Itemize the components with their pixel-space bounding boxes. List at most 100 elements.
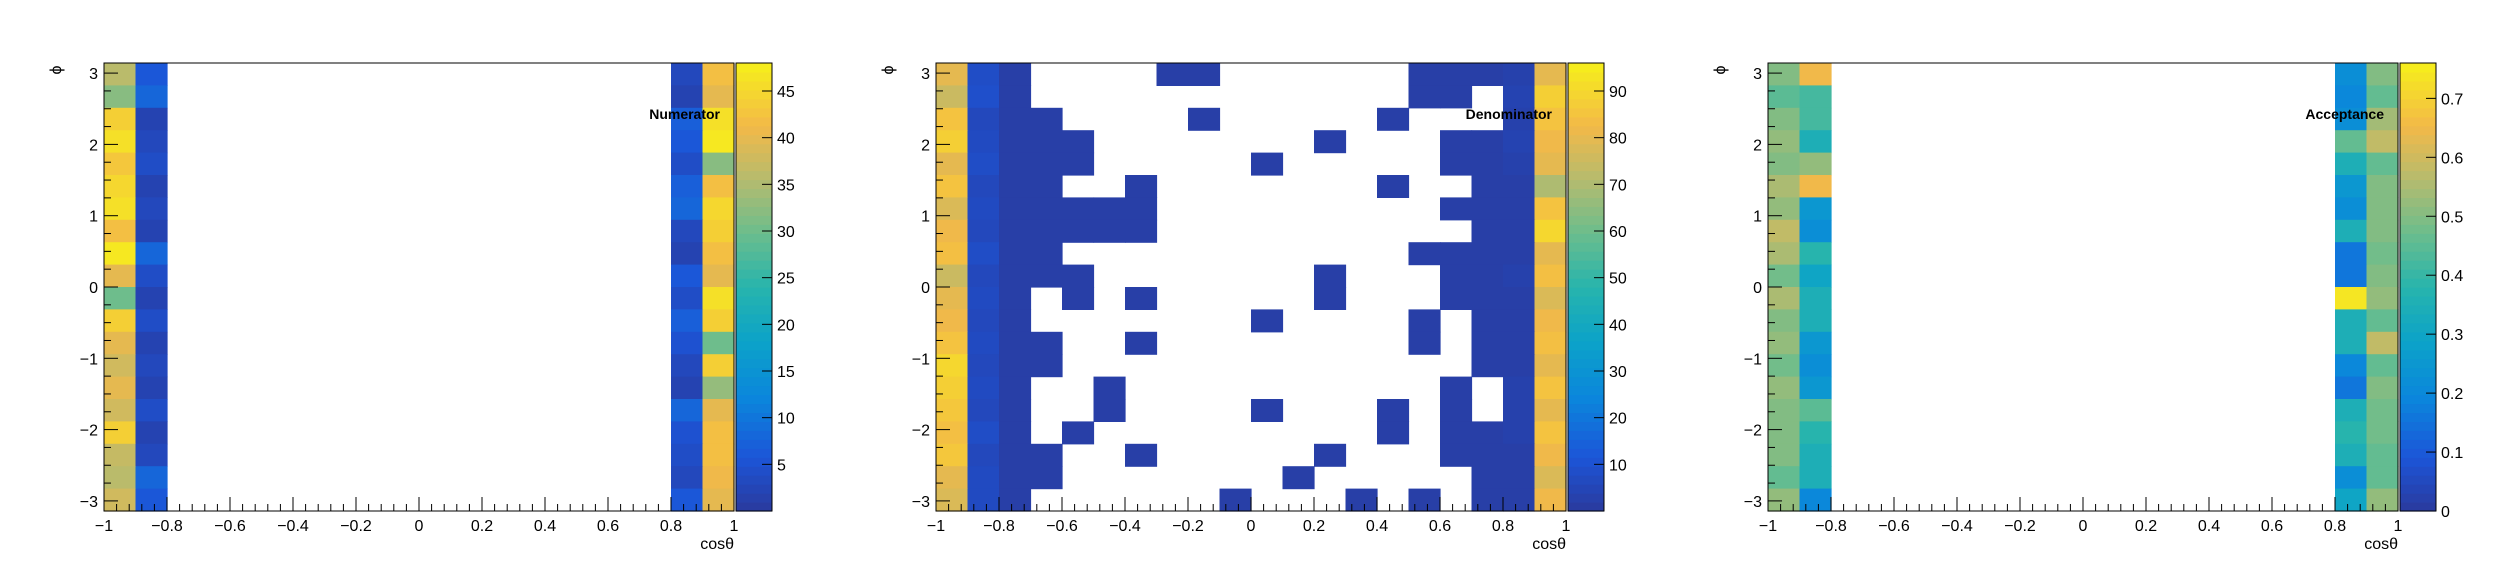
heatmap-cell <box>702 376 735 400</box>
heatmap-cell <box>1503 130 1536 154</box>
heatmap-cell <box>1471 242 1504 266</box>
heatmap-cell <box>1534 197 1567 221</box>
heatmap-cell <box>1768 130 1801 154</box>
heatmap-cell <box>967 443 1000 467</box>
heatmap-cell <box>1188 63 1221 86</box>
heatmap-cell <box>999 242 1032 266</box>
heatmap-cell <box>702 488 735 512</box>
heatmap-cell <box>1768 152 1801 176</box>
heatmap-cell <box>999 309 1032 333</box>
heatmap-cell <box>1030 443 1063 467</box>
heatmap-cell <box>1030 354 1063 378</box>
heatmap-cell <box>999 197 1032 221</box>
colorbar-segment <box>2400 493 2436 503</box>
colorbar-segment <box>1568 260 1604 270</box>
heatmap-cell <box>999 63 1032 86</box>
colorbar-segment <box>736 71 772 82</box>
heatmap-cell <box>999 287 1032 310</box>
colorbar-tick-label: 30 <box>777 224 795 241</box>
colorbar-segment <box>2400 161 2436 172</box>
heatmap-cell <box>1534 264 1567 288</box>
x-tick-label: −0.4 <box>277 518 309 535</box>
colorbar-segment <box>736 251 772 261</box>
heatmap-cell <box>936 152 969 176</box>
heatmap-cell <box>702 197 735 221</box>
colorbar-tick-label: 10 <box>1609 457 1627 474</box>
heatmap-cell <box>104 376 137 400</box>
heatmap-cell <box>936 287 969 310</box>
heatmap-cell <box>671 376 704 400</box>
colorbar-segment <box>1568 251 1604 261</box>
colorbar-tick-label: 30 <box>1609 364 1627 381</box>
heatmap-cell <box>2335 219 2368 243</box>
y-tick-label: 1 <box>89 209 98 226</box>
heatmap-cell <box>1471 219 1504 243</box>
heatmap-cell <box>1030 219 1063 243</box>
heatmap-cell <box>1799 466 1832 490</box>
colorbar-segment <box>2400 143 2436 154</box>
colorbar-segment <box>1568 170 1604 181</box>
heatmap-cell <box>1768 421 1801 445</box>
colorbar-segment <box>736 161 772 172</box>
heatmap-cell <box>1768 354 1801 378</box>
heatmap-cell <box>135 443 168 467</box>
colorbar-tick-label: 35 <box>777 177 795 194</box>
colorbar-segment <box>1568 98 1604 109</box>
colorbar-tick-label: 0.3 <box>2441 327 2463 344</box>
colorbar-segment <box>1568 278 1604 288</box>
colorbar-frame <box>2399 62 2437 512</box>
y-tick-label: 0 <box>921 280 930 297</box>
heatmap-cell <box>936 443 969 467</box>
colorbar-segment <box>2400 376 2436 387</box>
heatmap-cell <box>104 421 137 445</box>
colorbar-segment <box>1568 394 1604 405</box>
heatmap-cell <box>2366 399 2399 422</box>
heatmap-cell <box>1471 488 1504 512</box>
heatmap-cell <box>999 219 1032 243</box>
heatmap-cell <box>2335 399 2368 422</box>
heatmap-cell <box>2366 175 2399 198</box>
colorbar-segment <box>736 63 772 73</box>
heatmap-cell <box>2335 354 2368 378</box>
colorbar-segment <box>1568 430 1604 440</box>
colorbar-segment <box>1568 152 1604 163</box>
heatmap-cell <box>2335 443 2368 467</box>
heatmap-cell <box>1503 488 1536 512</box>
heatmap-cell <box>1799 197 1832 221</box>
colorbar-frame <box>1567 62 1605 512</box>
colorbar-segment <box>736 224 772 234</box>
colorbar-segment <box>1568 322 1604 333</box>
heatmap-cell <box>1314 443 1347 467</box>
colorbar-tick-label: 15 <box>777 364 795 381</box>
heatmap-cell <box>1768 287 1801 310</box>
heatmap-cell <box>967 264 1000 288</box>
heatmap-cell <box>1377 421 1410 445</box>
heatmap-cell <box>936 354 969 378</box>
heatmap-cell <box>1408 63 1441 86</box>
heatmap-cell <box>1471 175 1504 198</box>
colorbar-segment <box>1568 349 1604 360</box>
colorbar-segment <box>736 242 772 252</box>
colorbar-segment <box>1568 493 1604 503</box>
colorbar-segment <box>1568 80 1604 91</box>
heatmap-cell <box>1534 219 1567 243</box>
heatmap-cell <box>671 130 704 154</box>
heatmap-cell <box>135 376 168 400</box>
colorbar-segment <box>2400 367 2436 378</box>
heatmap-cell <box>936 85 969 109</box>
heatmap-cell <box>1314 264 1347 288</box>
heatmap-cell <box>2366 107 2399 131</box>
heatmap-cell <box>2335 85 2368 109</box>
colorbar-segment <box>2400 331 2436 342</box>
x-tick-label: −0.8 <box>983 518 1015 535</box>
heatmap-cell <box>1534 466 1567 490</box>
heatmap-cell <box>2366 287 2399 310</box>
heatmap-cell <box>2366 443 2399 467</box>
heatmap-cell <box>2335 331 2368 355</box>
heatmap-cell <box>2366 264 2399 288</box>
panel-title: Denominator <box>1466 106 1553 122</box>
heatmap-cell <box>936 242 969 266</box>
colorbar-segment <box>1568 242 1604 252</box>
colorbar-tick-label: 5 <box>777 457 786 474</box>
heatmap-cell <box>671 443 704 467</box>
